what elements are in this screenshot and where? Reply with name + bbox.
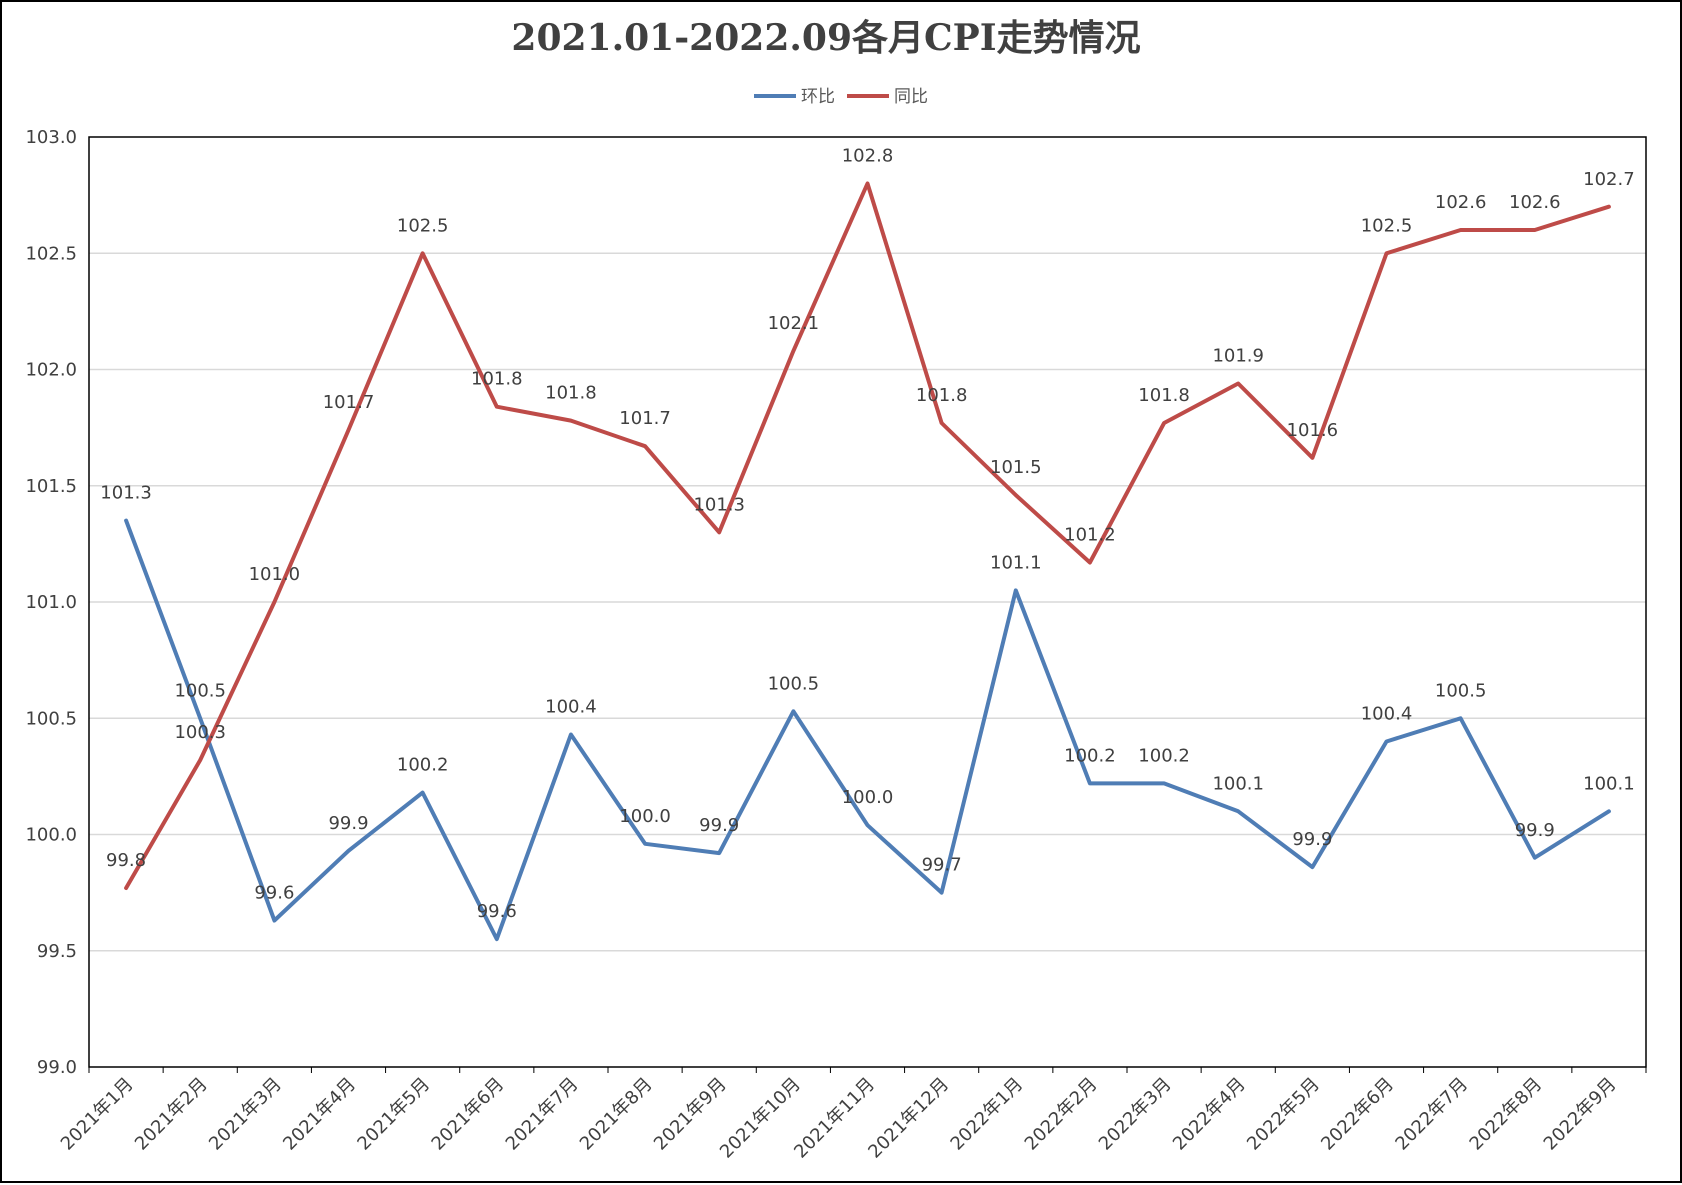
- y-tick-label: 99.0: [37, 1057, 77, 1078]
- x-tick-label: 2021年4月: [279, 1074, 360, 1155]
- data-label: 101.5: [990, 457, 1042, 478]
- data-label: 101.6: [1287, 420, 1339, 441]
- data-label: 101.2: [1064, 524, 1116, 545]
- x-tick-label: 2022年8月: [1466, 1074, 1547, 1155]
- data-label: 100.3: [174, 722, 226, 743]
- data-label: 99.9: [1292, 829, 1332, 850]
- x-tick-label: 2022年4月: [1169, 1074, 1250, 1155]
- data-label: 99.9: [1515, 820, 1555, 841]
- x-tick-label: 2022年6月: [1317, 1074, 1398, 1155]
- series-lines: [124, 181, 1611, 942]
- series-line: [124, 181, 1611, 890]
- y-tick-label: 102.5: [25, 243, 77, 264]
- data-label: 102.1: [768, 313, 820, 334]
- data-label: 100.5: [768, 673, 820, 694]
- data-label: 102.5: [1361, 215, 1413, 236]
- data-label: 102.8: [842, 146, 894, 167]
- data-label: 100.2: [1138, 745, 1190, 766]
- data-label: 100.2: [1064, 745, 1116, 766]
- plot-area-border: [88, 136, 1647, 1068]
- data-label: 101.1: [990, 552, 1042, 573]
- x-tick-label: 2021年3月: [205, 1074, 286, 1155]
- data-label: 101.8: [471, 369, 523, 390]
- y-axis: 99.0 99.5 100.0 100.5 101.0 101.5 102.0 102.5 10…: [25, 127, 77, 1078]
- data-label: 102.6: [1509, 192, 1561, 213]
- x-tick-label: 2022年3月: [1095, 1074, 1176, 1155]
- data-label: 101.7: [619, 408, 671, 429]
- data-label: 100.1: [1212, 773, 1264, 794]
- data-label: 101.8: [916, 385, 968, 406]
- data-label: 102.6: [1435, 192, 1487, 213]
- data-label: 100.5: [174, 680, 226, 701]
- data-label: 99.8: [106, 850, 146, 871]
- y-tick-label: 103.0: [25, 127, 77, 148]
- y-tick-label: 101.5: [25, 476, 77, 497]
- data-label: 100.4: [545, 697, 597, 718]
- data-label: 101.8: [545, 383, 597, 404]
- x-tick-label: 2022年5月: [1243, 1074, 1324, 1155]
- y-tick-label: 99.5: [37, 941, 77, 962]
- y-tick-label: 102.0: [25, 360, 77, 381]
- x-tick-label: 2021年8月: [576, 1074, 657, 1155]
- y-tick-label: 100.5: [25, 708, 77, 729]
- x-axis: 2021年1月2021年2月2021年3月2021年4月2021年5月2021年…: [57, 1067, 1647, 1163]
- data-label: 101.3: [100, 483, 152, 504]
- data-label: 101.3: [693, 494, 745, 515]
- series-line: [124, 518, 1611, 942]
- legend: 环比 同比: [754, 87, 928, 107]
- x-tick-label: 2022年1月: [947, 1074, 1028, 1155]
- x-tick-label: 2021年9月: [650, 1074, 731, 1155]
- data-label: 99.6: [254, 883, 294, 904]
- data-label: 101.7: [323, 392, 375, 413]
- data-labels: 101.3 100.5 99.6 99.9 100.2 99.6 100.4 100.0 99.…: [100, 146, 1634, 923]
- data-label: 100.1: [1583, 773, 1635, 794]
- x-tick-label: 2021年6月: [428, 1074, 509, 1155]
- x-tick-label: 2022年9月: [1540, 1074, 1621, 1155]
- legend-label: 同比: [894, 87, 928, 107]
- gridlines: [88, 136, 1647, 1068]
- data-label: 99.9: [328, 813, 368, 834]
- data-label: 101.9: [1212, 345, 1264, 366]
- data-label: 100.4: [1361, 704, 1413, 725]
- data-label: 100.2: [397, 755, 449, 776]
- x-tick-label: 2021年2月: [131, 1074, 212, 1155]
- data-label: 99.9: [699, 815, 739, 836]
- chart-title: 2021.01-2022.09各月CPI走势情况: [511, 17, 1140, 59]
- data-label: 102.7: [1583, 169, 1635, 190]
- data-label: 100.5: [1435, 680, 1487, 701]
- x-tick-label: 2021年5月: [353, 1074, 434, 1155]
- x-tick-label: 2022年2月: [1021, 1074, 1102, 1155]
- x-tick-label: 2021年1月: [57, 1074, 138, 1155]
- data-label: 101.0: [249, 564, 301, 585]
- x-tick-label: 2022年7月: [1391, 1074, 1472, 1155]
- legend-label: 环比: [801, 87, 835, 107]
- data-label: 99.6: [477, 901, 517, 922]
- x-tick-label: 2021年12月: [864, 1074, 953, 1163]
- data-label: 100.0: [842, 787, 894, 808]
- data-label: 101.8: [1138, 385, 1190, 406]
- y-tick-label: 101.0: [25, 592, 77, 613]
- x-tick-label: 2021年7月: [502, 1074, 583, 1155]
- data-label: 99.7: [922, 855, 962, 876]
- data-label: 102.5: [397, 215, 449, 236]
- y-tick-label: 100.0: [25, 825, 77, 846]
- data-label: 100.0: [619, 806, 671, 827]
